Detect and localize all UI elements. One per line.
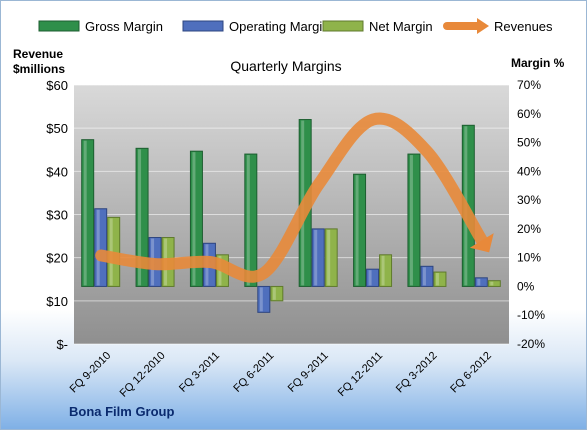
bar-highlight — [477, 278, 481, 286]
bar-gross-margin — [244, 153, 258, 287]
x-tick-label: FQ 3-2012 — [394, 350, 440, 396]
revenues-point — [100, 255, 102, 257]
left-axis-label-line2: $millions — [13, 62, 65, 76]
right-tick-label: 40% — [517, 164, 541, 178]
revenues-point — [426, 151, 428, 153]
legend-label-revenues: Revenues — [494, 19, 553, 34]
bar-highlight — [138, 149, 142, 286]
bar-operating-margin — [474, 277, 488, 287]
bar-highlight — [272, 287, 276, 300]
legend-swatch-net-margin — [322, 20, 364, 32]
x-tick-label: FQ 6-2011 — [231, 350, 276, 395]
legend-swatch-gross-margin — [38, 20, 80, 32]
bar-highlight — [355, 175, 359, 286]
bar-highlight — [314, 229, 318, 286]
right-tick-label: 60% — [517, 107, 541, 121]
right-tick-label: -10% — [517, 308, 545, 322]
revenues-point — [209, 261, 211, 263]
x-tick-label: FQ 3-2011 — [177, 350, 222, 395]
bar-net-margin — [487, 280, 501, 287]
legend-label-net-margin: Net Margin — [369, 19, 433, 34]
x-tick-label: FQ 12-2010 — [118, 350, 168, 400]
right-tick-label: 10% — [517, 251, 541, 265]
revenues-point — [372, 119, 374, 121]
chart-title: Quarterly Margins — [230, 58, 341, 74]
bar-operating-margin — [420, 265, 434, 287]
bar-highlight — [381, 255, 385, 286]
left-tick-label: $- — [56, 337, 68, 352]
bar-highlight — [490, 281, 494, 286]
bar-highlight — [327, 229, 331, 286]
company-label: Bona Film Group — [69, 404, 175, 419]
bar-gross-margin — [407, 153, 421, 287]
bar-operating-margin — [257, 285, 271, 313]
legend: Gross Margin Operating Margin Net Margin… — [38, 18, 553, 34]
legend-arrowhead-revenues — [477, 18, 489, 34]
right-tick-label: 50% — [517, 136, 541, 150]
revenues-point — [263, 272, 265, 274]
legend-label-operating-margin: Operating Margin — [229, 19, 329, 34]
bar-net-margin — [270, 285, 284, 302]
bar-highlight — [96, 209, 100, 286]
right-tick-label: 70% — [517, 78, 541, 92]
left-tick-label: $20 — [46, 251, 68, 266]
legend-label-gross-margin: Gross Margin — [85, 19, 163, 34]
bar-highlight — [422, 267, 426, 286]
bar-gross-margin — [81, 139, 95, 287]
bar-net-margin — [379, 254, 393, 287]
bar-highlight — [246, 155, 250, 286]
right-tick-label: 20% — [517, 222, 541, 236]
revenues-point — [318, 183, 320, 185]
bar-highlight — [409, 155, 413, 286]
bar-highlight — [435, 273, 439, 286]
bar-highlight — [192, 152, 196, 286]
legend-swatch-operating-margin — [182, 20, 224, 32]
left-tick-label: $40 — [46, 164, 68, 179]
right-tick-label: 0% — [517, 279, 535, 293]
x-tick-label: FQ 9-2011 — [286, 350, 331, 395]
bar-operating-margin — [94, 208, 108, 287]
bar-net-margin — [324, 228, 338, 287]
revenues-point — [155, 263, 157, 265]
revenues-line — [95, 112, 488, 283]
right-tick-label: -20% — [517, 337, 545, 351]
bar-operating-margin — [366, 268, 380, 287]
x-tick-label: FQ 12-2011 — [336, 350, 385, 399]
bar-gross-margin — [353, 173, 367, 287]
bar-highlight — [259, 287, 263, 312]
right-tick-label: 30% — [517, 193, 541, 207]
bar-operating-margin — [311, 228, 325, 287]
bar-net-margin — [433, 271, 447, 287]
bar-gross-margin — [135, 147, 149, 287]
bar-highlight — [83, 140, 87, 286]
left-tick-label: $30 — [46, 208, 68, 223]
left-tick-label: $50 — [46, 121, 68, 136]
left-tick-label: $60 — [46, 78, 68, 93]
bar-gross-margin — [189, 150, 203, 287]
left-tick-label: $10 — [46, 294, 68, 309]
right-axis-label: Margin % — [511, 56, 565, 70]
bar-highlight — [368, 270, 372, 286]
x-tick-label: FQ 6-2012 — [448, 350, 494, 396]
revenues-arrowhead — [469, 233, 494, 253]
left-axis-label-line1: Revenue — [13, 47, 63, 61]
x-tick-label: FQ 9-2010 — [68, 350, 114, 396]
